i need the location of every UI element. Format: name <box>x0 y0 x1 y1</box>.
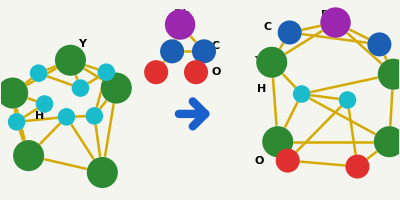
Point <box>274 140 281 143</box>
Point <box>63 115 70 118</box>
Point <box>268 61 275 64</box>
Point <box>390 73 396 76</box>
Point <box>298 92 305 96</box>
Point <box>274 140 281 143</box>
Point <box>169 50 175 53</box>
Point <box>35 72 42 75</box>
Point <box>14 120 20 123</box>
Point <box>25 154 32 157</box>
Point <box>268 61 275 64</box>
Text: Rh: Rh <box>321 10 338 20</box>
Point <box>376 43 382 46</box>
Point <box>193 71 199 74</box>
Point <box>103 71 110 74</box>
Point <box>201 50 207 53</box>
Point <box>25 154 32 157</box>
Point <box>169 50 175 53</box>
Point <box>286 31 293 34</box>
Point <box>153 71 159 74</box>
Point <box>354 165 361 168</box>
Text: O: O <box>212 67 221 77</box>
Point <box>344 98 351 102</box>
Point <box>77 86 84 90</box>
Point <box>376 43 382 46</box>
Point <box>344 98 351 102</box>
Point <box>14 120 20 123</box>
Point <box>298 92 305 96</box>
Point <box>99 171 106 174</box>
Point <box>41 102 48 106</box>
Point <box>193 71 199 74</box>
Point <box>332 21 339 24</box>
Text: C: C <box>264 22 272 32</box>
Point <box>77 86 84 90</box>
Point <box>286 31 293 34</box>
Point <box>67 59 74 62</box>
Point <box>390 73 396 76</box>
Text: H: H <box>256 84 266 94</box>
Point <box>153 71 159 74</box>
Point <box>177 23 183 26</box>
Point <box>354 165 361 168</box>
Point <box>386 140 392 143</box>
Point <box>386 140 392 143</box>
Text: Rh: Rh <box>174 9 190 19</box>
Point <box>332 21 339 24</box>
Point <box>103 71 110 74</box>
Point <box>63 115 70 118</box>
Text: O: O <box>254 156 264 166</box>
Point <box>284 159 291 162</box>
Point <box>35 72 42 75</box>
Point <box>91 114 98 117</box>
Point <box>10 91 16 95</box>
Text: Y: Y <box>254 56 262 66</box>
Point <box>99 171 106 174</box>
Point <box>91 114 98 117</box>
Text: H: H <box>34 111 44 121</box>
Point <box>284 159 291 162</box>
Point <box>10 91 16 95</box>
Point <box>113 86 120 90</box>
Point <box>113 86 120 90</box>
Text: C: C <box>212 41 220 51</box>
Point <box>201 50 207 53</box>
Point <box>177 23 183 26</box>
Point <box>41 102 48 106</box>
Text: Y: Y <box>78 39 86 49</box>
Point <box>67 59 74 62</box>
